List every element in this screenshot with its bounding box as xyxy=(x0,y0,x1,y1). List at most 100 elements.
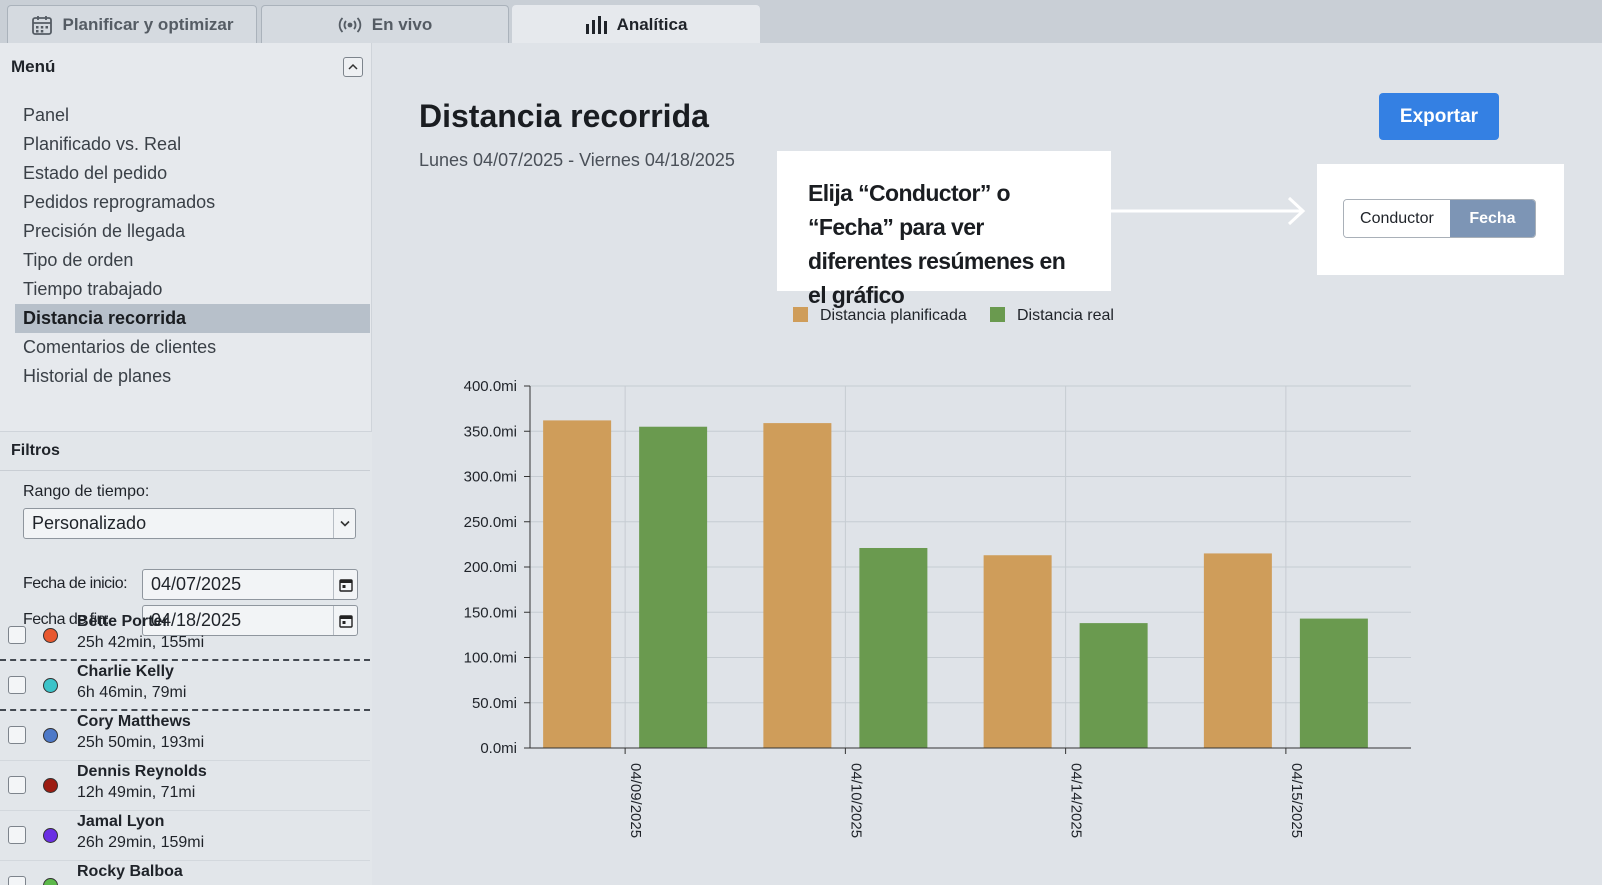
driver-list: Bette Porter 25h 42min, 155mi Charlie Ke… xyxy=(0,611,370,885)
driver-color-dot xyxy=(43,628,58,643)
x-tick-label: 04/10/2025 xyxy=(847,763,864,838)
menu-item-distance-traveled[interactable]: Distancia recorrida xyxy=(15,304,370,333)
y-tick-label: 150.0mi xyxy=(464,604,517,621)
bar xyxy=(763,423,832,748)
menu-item-rescheduled-orders[interactable]: Pedidos reprogramados xyxy=(23,192,216,212)
end-date-input[interactable]: 04/18/2025 xyxy=(142,605,358,636)
driver-name: Dennis Reynolds xyxy=(77,763,207,780)
y-tick-label: 300.0mi xyxy=(464,469,517,486)
driver-checkbox[interactable] xyxy=(8,826,26,844)
tab-plan-optimize[interactable]: Planificar y optimizar xyxy=(7,5,257,43)
y-tick-label: 250.0mi xyxy=(464,514,517,531)
view-toggle: Conductor Fecha xyxy=(1343,199,1536,238)
driver-meta: 25h 50min, 193mi xyxy=(77,734,205,751)
tab-label: En vivo xyxy=(371,14,433,34)
driver-row[interactable]: Cory Matthews 25h 50min, 193mi xyxy=(0,711,370,761)
driver-name: Charlie Kelly xyxy=(77,663,174,680)
menu-item-arrival-accuracy[interactable]: Precisión de llegada xyxy=(23,221,186,241)
calendar-icon[interactable] xyxy=(333,606,357,635)
driver-checkbox[interactable] xyxy=(8,676,26,694)
callout-text: Elija “Conductor” o “Fecha” para ver dif… xyxy=(808,180,1066,308)
driver-checkbox[interactable] xyxy=(8,876,26,885)
bar xyxy=(859,547,928,748)
calendar-icon xyxy=(31,15,52,35)
legend-label: Distancia planificada xyxy=(820,307,967,324)
driver-row[interactable]: Jamal Lyon 26h 29min, 159mi xyxy=(0,811,370,861)
driver-color-dot xyxy=(43,678,58,693)
driver-row[interactable]: Bette Porter 25h 42min, 155mi xyxy=(0,611,370,661)
driver-name: Jamal Lyon xyxy=(77,813,165,830)
menu-item-time-worked[interactable]: Tiempo trabajado xyxy=(23,279,163,299)
driver-color-dot xyxy=(43,728,58,743)
driver-checkbox[interactable] xyxy=(8,726,26,744)
bar-chart-icon xyxy=(585,15,607,34)
tutorial-callout: Elija “Conductor” o “Fecha” para ver dif… xyxy=(777,151,1111,308)
start-date-label: Fecha de inicio: xyxy=(23,575,128,592)
collapse-menu-button[interactable] xyxy=(343,57,363,77)
menu-item-order-status[interactable]: Estado del pedido xyxy=(23,163,168,183)
start-date-row: Fecha de inicio: 04/07/2025 xyxy=(23,569,358,600)
tab-label: Planificar y optimizar xyxy=(62,14,234,34)
time-range-value: Personalizado xyxy=(32,513,147,533)
end-date-label: Fecha de fin: xyxy=(23,611,110,628)
driver-meta: 12h 49min, 71mi xyxy=(77,784,196,801)
tab-live[interactable]: En vivo xyxy=(261,5,509,43)
y-tick-label: 350.0mi xyxy=(464,423,517,440)
menu-list: Panel Planificado vs. Real Estado del pe… xyxy=(15,101,370,391)
view-toggle-panel: Conductor Fecha xyxy=(1317,164,1564,275)
broadcast-icon xyxy=(338,16,362,33)
menu-item-plan-history[interactable]: Historial de planes xyxy=(23,366,172,386)
bar xyxy=(543,420,612,748)
menu-item-panel[interactable]: Panel xyxy=(23,105,70,125)
tab-bar: Planificar y optimizar En vivo Analítica xyxy=(0,0,1602,43)
menu-item-customer-comments[interactable]: Comentarios de clientes xyxy=(23,337,217,357)
bar xyxy=(983,555,1052,748)
driver-color-dot xyxy=(43,878,58,885)
end-date-value: 04/18/2025 xyxy=(151,610,242,630)
main-content: Distancia recorrida Lunes 04/07/2025 - V… xyxy=(373,43,1602,885)
bar xyxy=(1203,553,1272,748)
tab-label: Analítica xyxy=(616,14,688,34)
export-button[interactable]: Exportar xyxy=(1379,93,1499,140)
driver-row[interactable]: Dennis Reynolds 12h 49min, 71mi xyxy=(0,761,370,811)
arrow-right-icon xyxy=(1111,196,1306,226)
toggle-date-button[interactable]: Fecha xyxy=(1449,200,1535,237)
page-title: Distancia recorrida xyxy=(419,98,709,134)
distance-bar-chart: Distancia planificada Distancia real 0.0mi… xyxy=(464,307,1411,838)
time-range-select[interactable]: Personalizado xyxy=(23,508,356,539)
driver-checkbox[interactable] xyxy=(8,626,26,644)
driver-meta: 25h 42min, 155mi xyxy=(77,634,205,651)
start-date-input[interactable]: 04/07/2025 xyxy=(142,569,358,600)
driver-row[interactable]: Charlie Kelly 6h 46min, 79mi xyxy=(0,661,370,711)
legend-swatch xyxy=(793,307,808,322)
menu-item-planned-vs-real[interactable]: Planificado vs. Real xyxy=(23,134,182,154)
bar xyxy=(1079,623,1148,748)
chevron-down-icon xyxy=(333,509,355,538)
driver-meta: 26h 29min, 159mi xyxy=(77,834,205,851)
calendar-icon[interactable] xyxy=(333,570,357,599)
legend-swatch xyxy=(990,307,1005,322)
y-tick-label: 400.0mi xyxy=(464,378,517,395)
end-date-row: Fecha de fin: 04/18/2025 xyxy=(23,605,358,636)
bar xyxy=(639,426,708,748)
driver-meta: 6h 46min, 79mi xyxy=(77,684,187,701)
y-tick-label: 0.0mi xyxy=(480,740,517,757)
legend-label: Distancia real xyxy=(1017,307,1114,324)
x-tick-label: 04/14/2025 xyxy=(1068,763,1085,838)
y-tick-label: 100.0mi xyxy=(464,650,517,667)
y-tick-label: 50.0mi xyxy=(472,695,517,712)
toggle-driver-button[interactable]: Conductor xyxy=(1344,200,1450,237)
x-tick-label: 04/09/2025 xyxy=(627,763,644,838)
menu-item-order-type[interactable]: Tipo de orden xyxy=(23,250,134,270)
sidebar: Menú Panel Planificado vs. Real Estado d… xyxy=(0,43,372,885)
time-range-label: Rango de tiempo: xyxy=(23,483,150,500)
driver-name: Cory Matthews xyxy=(77,713,191,730)
filters-title: Filtros xyxy=(11,442,60,459)
driver-name: Bette Porter xyxy=(77,613,169,630)
driver-name: Rocky Balboa xyxy=(77,863,183,880)
menu-title: Menú xyxy=(11,57,56,76)
driver-checkbox[interactable] xyxy=(8,776,26,794)
tab-analytics[interactable]: Analítica xyxy=(512,5,760,43)
driver-color-dot xyxy=(43,828,58,843)
driver-row[interactable]: Rocky Balboa xyxy=(0,861,370,885)
